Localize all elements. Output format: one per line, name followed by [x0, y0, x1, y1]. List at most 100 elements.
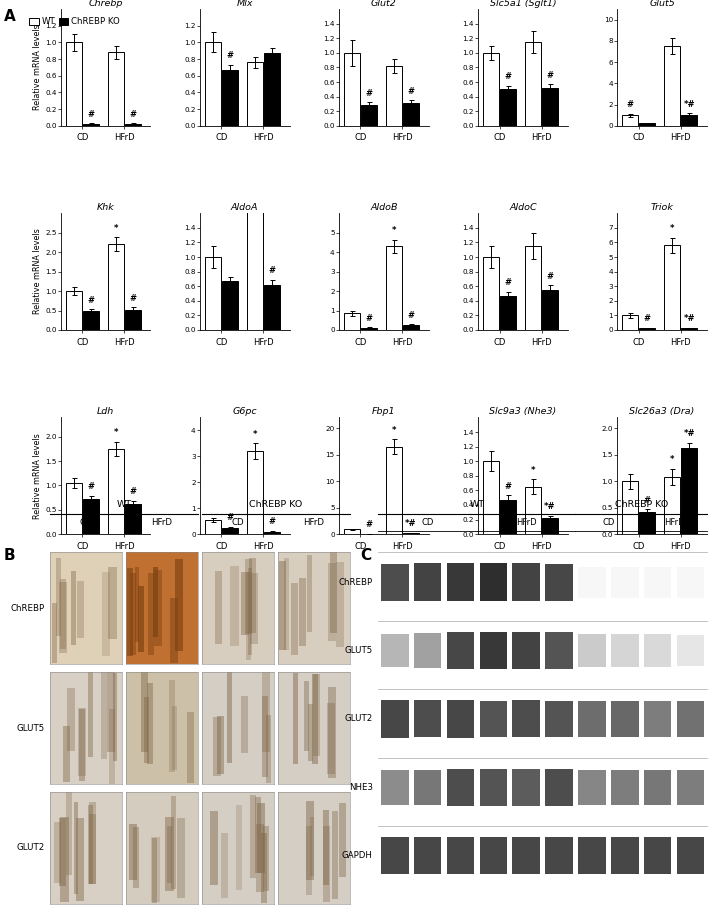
Bar: [74, 802, 79, 894]
Bar: [414, 837, 441, 875]
Bar: [611, 566, 638, 598]
Text: WT: WT: [469, 499, 485, 509]
Bar: [169, 680, 175, 771]
Bar: [113, 673, 117, 761]
Bar: [545, 700, 573, 738]
Bar: [172, 707, 177, 770]
Bar: [131, 572, 136, 656]
Bar: [299, 579, 306, 645]
Bar: [639, 123, 655, 126]
Bar: [414, 770, 441, 805]
Bar: [205, 519, 221, 534]
Bar: [76, 818, 84, 900]
Title: AldoB: AldoB: [370, 203, 398, 212]
Bar: [210, 811, 218, 886]
Bar: [125, 124, 141, 126]
Bar: [205, 43, 221, 126]
Text: #: #: [129, 294, 136, 303]
Bar: [152, 838, 157, 903]
Text: *: *: [670, 456, 675, 464]
Text: *#: *#: [544, 502, 555, 511]
Text: #: #: [87, 296, 94, 305]
Bar: [644, 770, 671, 805]
Bar: [611, 701, 638, 737]
Text: #: #: [268, 518, 276, 526]
Bar: [578, 566, 605, 598]
Bar: [54, 822, 61, 883]
Bar: [644, 701, 671, 737]
Bar: [56, 558, 61, 636]
Bar: [677, 770, 704, 805]
Bar: [639, 328, 655, 330]
Bar: [154, 571, 162, 646]
Bar: [266, 715, 271, 783]
Bar: [386, 247, 402, 330]
Text: HFrD: HFrD: [516, 518, 536, 527]
Bar: [256, 824, 264, 892]
Bar: [545, 769, 573, 806]
Text: #: #: [226, 513, 233, 522]
Bar: [236, 804, 242, 890]
Text: #: #: [546, 70, 553, 79]
Bar: [304, 681, 309, 750]
Text: #: #: [129, 488, 136, 497]
Text: C: C: [361, 548, 372, 562]
Bar: [513, 563, 540, 601]
Bar: [83, 124, 99, 126]
Y-axis label: ChREBP: ChREBP: [338, 578, 373, 587]
Bar: [293, 673, 298, 764]
Text: #: #: [643, 496, 650, 505]
Bar: [221, 833, 228, 897]
Bar: [83, 311, 99, 330]
Title: Fbp1: Fbp1: [372, 407, 396, 416]
Bar: [644, 837, 671, 875]
Bar: [170, 598, 178, 663]
Bar: [381, 563, 408, 601]
Y-axis label: GLUT2: GLUT2: [345, 715, 373, 723]
Bar: [578, 837, 605, 875]
Text: CD: CD: [79, 518, 92, 527]
Text: *: *: [253, 430, 257, 439]
Bar: [247, 184, 263, 330]
Bar: [154, 567, 158, 637]
Bar: [89, 814, 96, 885]
Bar: [308, 704, 313, 761]
Bar: [79, 708, 86, 776]
Bar: [611, 837, 638, 875]
Text: *#: *#: [405, 519, 417, 528]
Title: Chrebp: Chrebp: [89, 0, 123, 7]
Text: #: #: [87, 482, 94, 491]
Bar: [222, 281, 238, 330]
Bar: [526, 42, 541, 126]
Bar: [480, 700, 507, 738]
Bar: [109, 567, 117, 638]
Bar: [403, 325, 419, 330]
Text: *#: *#: [683, 429, 695, 438]
Bar: [578, 770, 605, 805]
Bar: [264, 531, 280, 534]
Bar: [89, 804, 93, 885]
Bar: [447, 769, 474, 806]
Bar: [59, 582, 66, 654]
Bar: [664, 246, 680, 330]
Bar: [480, 769, 507, 806]
Text: ChREBP KO: ChREBP KO: [615, 499, 668, 509]
Bar: [403, 533, 419, 534]
Text: ChREBP KO: ChREBP KO: [249, 499, 303, 509]
Bar: [447, 632, 474, 669]
Bar: [414, 634, 441, 667]
Bar: [386, 66, 402, 126]
Bar: [545, 563, 573, 601]
Bar: [165, 817, 174, 891]
Bar: [312, 674, 318, 764]
Bar: [205, 257, 221, 330]
Bar: [545, 632, 573, 669]
Bar: [513, 700, 540, 738]
Bar: [447, 837, 474, 875]
Bar: [336, 562, 344, 646]
Bar: [76, 581, 84, 638]
Text: *: *: [531, 466, 536, 475]
Text: *: *: [114, 224, 118, 233]
Bar: [125, 310, 141, 330]
Title: Khk: Khk: [96, 203, 114, 212]
